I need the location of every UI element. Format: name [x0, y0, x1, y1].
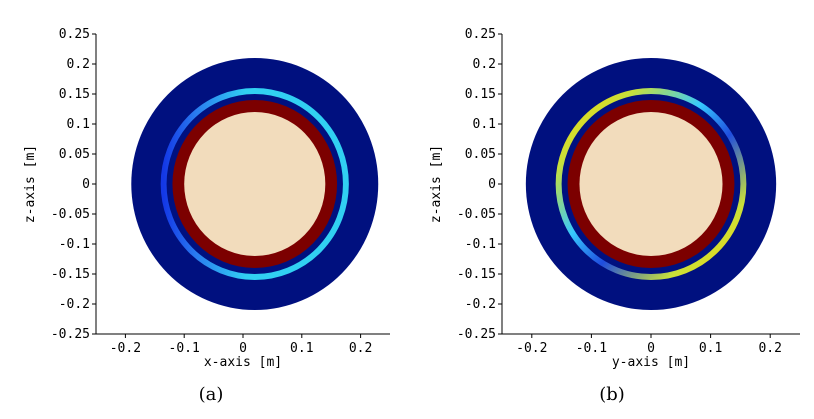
y-tick-label: 0 [82, 177, 90, 192]
y-tick-label: 0.1 [67, 117, 90, 132]
x-tick-label: 0 [647, 341, 655, 356]
y-tick-label: 0.05 [465, 147, 496, 162]
x-tick-label: -0.1 [169, 341, 200, 356]
y-tick-label: -0.05 [51, 207, 90, 222]
y-tick-label: 0.05 [59, 147, 90, 162]
y-tick-label: 0.1 [473, 117, 496, 132]
y-tick-label: 0.25 [465, 27, 496, 42]
panel-b: -0.25 -0.2 -0.15 -0.1 -0.05 0 0.05 0.1 0.15 0.2 0.… [429, 27, 800, 370]
y-tick-label: -0.15 [51, 267, 90, 282]
y-tick-label: -0.2 [465, 297, 496, 312]
y-tick-label: -0.1 [59, 237, 90, 252]
panel-a-caption: (a) [199, 384, 224, 405]
x-axis-label: y-axis [m] [612, 355, 690, 370]
y-axis-label: z-axis [m] [23, 145, 38, 223]
region-ring [555, 88, 747, 280]
x-tick-label: -0.2 [516, 341, 547, 356]
x-tick-label: -0.2 [110, 341, 141, 356]
panel-b-caption: (b) [599, 384, 625, 405]
y-tick-label: 0.15 [465, 87, 496, 102]
y-tick-label: -0.1 [465, 237, 496, 252]
region-core [184, 112, 326, 256]
x-tick-label: 0.1 [290, 341, 313, 356]
x-axis-label: x-axis [m] [204, 355, 282, 370]
y-tick-label: 0.15 [59, 87, 90, 102]
y-tick-label: 0.25 [59, 27, 90, 42]
y-axis-label: z-axis [m] [429, 145, 444, 223]
region-ring [160, 88, 349, 280]
x-tick-label: 0.1 [699, 341, 722, 356]
y-tick-label: -0.05 [457, 207, 496, 222]
y-tick-label: 0 [488, 177, 496, 192]
y-tick-label: -0.15 [457, 267, 496, 282]
x-tick-label: -0.1 [576, 341, 607, 356]
y-tick-label: -0.25 [51, 327, 90, 342]
x-tick-label: 0.2 [349, 341, 372, 356]
y-tick-label: -0.25 [457, 327, 496, 342]
x-tick-label: 0 [239, 341, 247, 356]
panel-a: -0.25 -0.2 -0.15 -0.1 -0.05 0 0.05 0.1 0.15 0.2 0.… [23, 27, 390, 370]
y-tick-label: 0.2 [473, 57, 496, 72]
y-tick-label: -0.2 [59, 297, 90, 312]
y-tick-label: 0.2 [67, 57, 90, 72]
x-tick-label: 0.2 [758, 341, 781, 356]
region-core [579, 112, 723, 256]
